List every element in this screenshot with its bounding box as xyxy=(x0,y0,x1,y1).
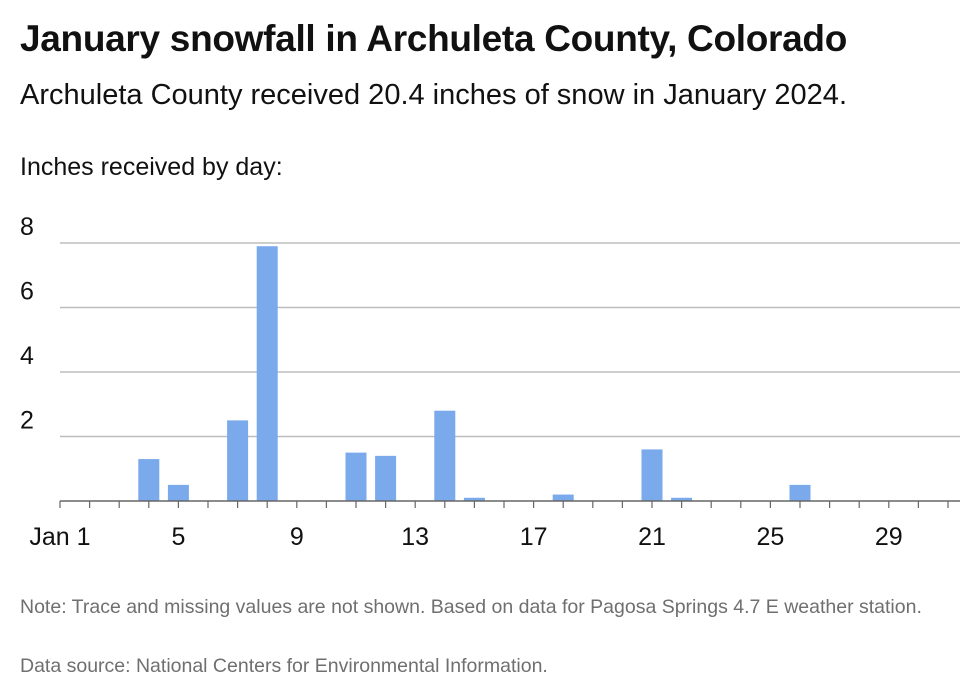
x-tick-label: 21 xyxy=(638,523,666,551)
chart-title: January snowfall in Archuleta County, Co… xyxy=(20,18,848,59)
bar-day-4 xyxy=(138,459,160,501)
bar-day-8 xyxy=(256,246,278,501)
bar-day-12 xyxy=(375,455,397,501)
x-tick-label: 13 xyxy=(401,523,429,551)
bar-day-5 xyxy=(167,484,189,501)
y-tick-label: 6 xyxy=(20,278,34,306)
bar-day-22 xyxy=(671,497,693,501)
y-axis-caption: Inches received by day: xyxy=(20,153,283,181)
data-source: Data source: National Centers for Enviro… xyxy=(20,655,548,677)
y-tick-label: 8 xyxy=(20,213,34,241)
bar-day-18 xyxy=(552,494,574,501)
bar-day-15 xyxy=(463,497,485,501)
bar-day-14 xyxy=(434,410,456,501)
chart-note: Note: Trace and missing values are not s… xyxy=(20,596,922,618)
bar-day-11 xyxy=(345,452,367,501)
bar-day-7 xyxy=(227,420,249,501)
x-tick-label: 29 xyxy=(875,523,903,551)
y-tick-label: 2 xyxy=(20,407,34,435)
chart-subtitle: Archuleta County received 20.4 inches of… xyxy=(20,79,847,111)
bar-day-21 xyxy=(641,449,663,501)
x-tick-label: 25 xyxy=(756,523,784,551)
x-tick-label: 5 xyxy=(171,523,185,551)
x-tick-label: 17 xyxy=(520,523,548,551)
x-tick-label: 9 xyxy=(290,523,304,551)
bar-day-26 xyxy=(789,484,811,501)
x-tick-label: Jan 1 xyxy=(29,523,90,551)
snowfall-bar-chart: 2 4 6 8 Jan 1 5 9 13 17 21 25 29 xyxy=(20,213,960,551)
y-tick-label: 4 xyxy=(20,342,34,370)
